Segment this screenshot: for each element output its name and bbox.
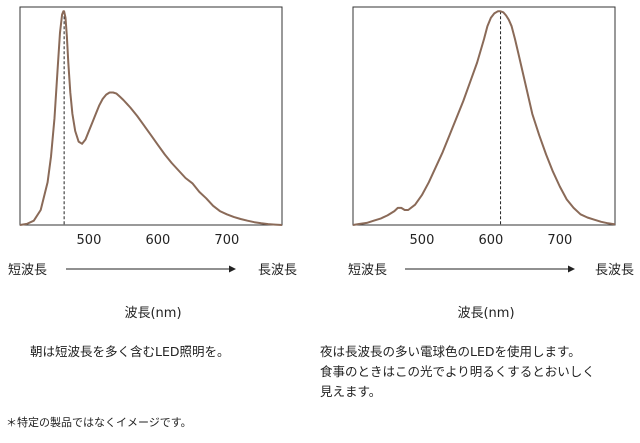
chart-1-x-tick-0: 500 (410, 233, 435, 248)
chart-1-x-tick-2: 700 (547, 233, 572, 248)
chart-0-x-axis-label: 波長(nm) (124, 306, 181, 321)
chart-1-x-axis-label: 波長(nm) (457, 306, 514, 321)
chart-0-wavelength-arrow-head (229, 265, 236, 273)
chart-1-short-wavelength-label: 短波長 (348, 263, 387, 278)
chart-1-frame (352, 6, 616, 226)
chart-0-x-tick-2: 700 (214, 233, 239, 248)
footnote: ＊特定の製品ではなくイメージです。 (6, 416, 192, 429)
chart-0-x-tick-1: 600 (145, 233, 170, 248)
chart-0-x-tick-0: 500 (77, 233, 102, 248)
caption-morning-line-1: 朝は短波長を多く含むLED照明を。 (30, 344, 230, 359)
chart-1-wavelength-arrow-head (568, 265, 575, 273)
chart-1-spectrum-line (352, 10, 616, 226)
caption-evening-line-2: 食事のときはこの光でより明るくするとおいしく (320, 364, 595, 379)
chart-0-spectrum-line (19, 10, 283, 226)
caption-morning: 朝は短波長を多く含むLED照明を。 (30, 342, 230, 362)
chart-1-x-tick-1: 600 (478, 233, 503, 248)
caption-evening-line-1: 夜は長波長の多い電球色のLEDを使用します。 (320, 344, 581, 359)
chart-0-frame (19, 6, 283, 226)
caption-evening-line-3: 見えます。 (320, 384, 382, 399)
chart-0-long-wavelength-label: 長波長 (258, 263, 297, 278)
caption-evening: 夜は長波長の多い電球色のLEDを使用します。 食事のときはこの光でより明るくする… (320, 342, 595, 402)
chart-0-short-wavelength-label: 短波長 (8, 263, 47, 278)
chart-1-long-wavelength-label: 長波長 (595, 263, 634, 278)
